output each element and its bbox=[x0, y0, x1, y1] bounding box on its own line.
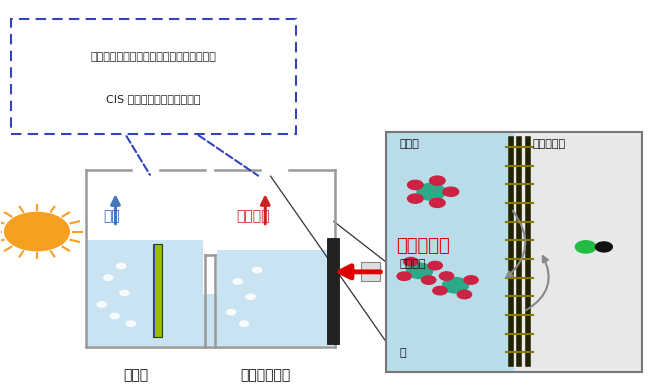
Circle shape bbox=[464, 276, 478, 284]
Circle shape bbox=[408, 180, 423, 190]
Circle shape bbox=[417, 183, 445, 200]
Circle shape bbox=[422, 276, 436, 284]
FancyBboxPatch shape bbox=[153, 243, 162, 337]
FancyBboxPatch shape bbox=[327, 238, 339, 344]
Text: メタン: メタン bbox=[400, 139, 419, 149]
FancyBboxPatch shape bbox=[153, 243, 155, 337]
Circle shape bbox=[575, 241, 596, 253]
FancyBboxPatch shape bbox=[203, 294, 217, 346]
Text: ガス拡散電極: ガス拡散電極 bbox=[240, 368, 291, 382]
Circle shape bbox=[404, 257, 418, 266]
FancyBboxPatch shape bbox=[514, 132, 642, 372]
Text: 光陽極: 光陽極 bbox=[124, 368, 148, 382]
Circle shape bbox=[110, 313, 119, 319]
Circle shape bbox=[252, 267, 261, 272]
Circle shape bbox=[439, 272, 454, 280]
Circle shape bbox=[240, 321, 249, 326]
Circle shape bbox=[397, 272, 411, 281]
Circle shape bbox=[103, 275, 112, 280]
Circle shape bbox=[430, 198, 445, 207]
Circle shape bbox=[126, 321, 135, 326]
Circle shape bbox=[428, 261, 443, 270]
Circle shape bbox=[5, 212, 70, 251]
Circle shape bbox=[443, 277, 469, 293]
Text: エチレン: エチレン bbox=[400, 259, 426, 269]
Circle shape bbox=[443, 187, 459, 196]
Text: 二酸化炭素: 二酸化炭素 bbox=[532, 139, 566, 149]
Circle shape bbox=[120, 290, 129, 296]
Text: 酸素: 酸素 bbox=[103, 209, 120, 223]
Circle shape bbox=[116, 264, 125, 269]
Circle shape bbox=[98, 302, 106, 307]
Circle shape bbox=[227, 310, 236, 315]
Text: 半導体光触媒とソーラーフロンティア共製: 半導体光触媒とソーラーフロンティア共製 bbox=[90, 51, 216, 62]
FancyBboxPatch shape bbox=[387, 132, 514, 372]
Circle shape bbox=[407, 263, 433, 279]
Text: 炎化水素: 炎化水素 bbox=[237, 209, 270, 223]
FancyBboxPatch shape bbox=[361, 262, 380, 281]
Text: CIS 薄膜太陽電池の積層構造: CIS 薄膜太陽電池の積層構造 bbox=[106, 94, 201, 104]
FancyBboxPatch shape bbox=[217, 250, 333, 346]
Circle shape bbox=[458, 290, 472, 299]
Circle shape bbox=[433, 286, 447, 295]
Circle shape bbox=[233, 279, 242, 284]
Circle shape bbox=[246, 294, 255, 300]
FancyBboxPatch shape bbox=[88, 240, 203, 346]
Circle shape bbox=[408, 194, 423, 203]
Text: 二酸化炭素: 二酸化炭素 bbox=[396, 236, 450, 255]
Circle shape bbox=[595, 242, 612, 252]
Circle shape bbox=[430, 176, 445, 185]
Text: 水: 水 bbox=[400, 348, 406, 358]
